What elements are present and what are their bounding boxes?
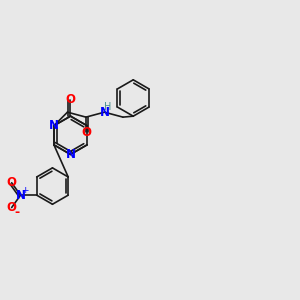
Text: H: H [104, 102, 112, 112]
Text: +: + [21, 186, 29, 195]
Text: N: N [49, 119, 59, 132]
Text: N: N [99, 106, 110, 119]
Text: O: O [81, 126, 91, 139]
Text: -: - [14, 206, 20, 219]
Text: O: O [65, 93, 76, 106]
Text: O: O [7, 176, 17, 189]
Text: O: O [7, 201, 17, 214]
Text: N: N [65, 148, 76, 161]
Text: N: N [16, 189, 26, 202]
